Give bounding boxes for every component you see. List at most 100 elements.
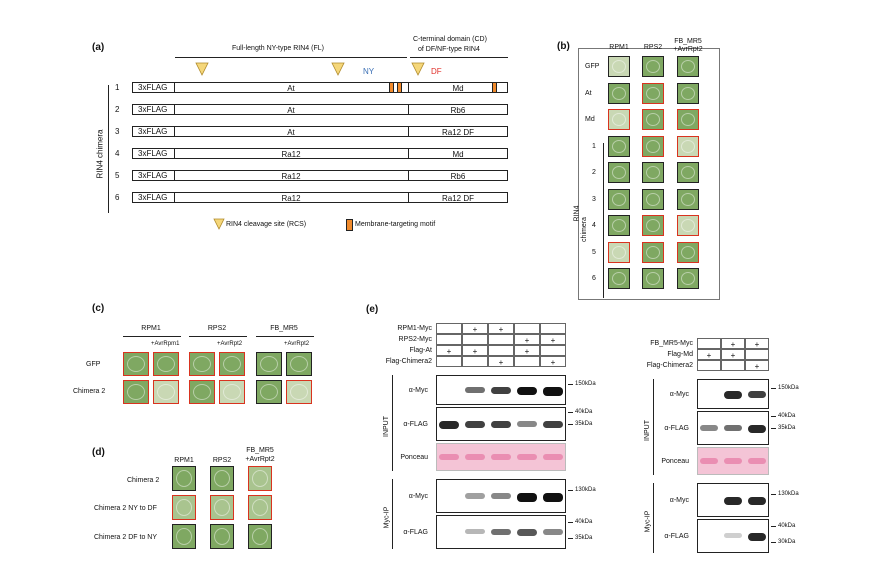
ponceau-band (517, 454, 537, 461)
fl-domain-label: At (287, 106, 295, 115)
b-row-label: 4 (592, 222, 596, 229)
ponceau-band (491, 454, 511, 461)
panel-b-frame (578, 48, 720, 300)
leaf-spot-image (608, 109, 630, 130)
marker-label: 150kDa (778, 385, 799, 391)
leaf-spot-image (189, 352, 215, 376)
c-group-label: RPS2 (207, 325, 227, 332)
leaf-spot-image (642, 135, 664, 157)
b-row-label: Md (585, 116, 595, 123)
c-group-sub: +AvrRpm1 (151, 341, 180, 347)
marker-tick (771, 388, 776, 389)
marker-label: 35kDa (575, 535, 593, 541)
blot-band (724, 425, 742, 432)
legend-membrane-label: Membrane-targeting motif (355, 221, 436, 228)
d-col-rps2: RPS2 (212, 457, 232, 464)
e-row-label: Flag-Chimera2 (646, 362, 693, 369)
cd-header-rule (410, 57, 508, 58)
cd-domain-label: Ra12 DF (441, 128, 475, 137)
fl-domain-label: At (287, 84, 295, 93)
blot-band (748, 391, 766, 399)
flag-tag-label: 3xFLAG (138, 83, 168, 92)
cd-domain-label: Md (452, 150, 464, 159)
marker-tick (771, 526, 776, 527)
sign-cell: + (540, 334, 566, 345)
ponceau-band (724, 458, 742, 465)
c-group-rule (189, 336, 247, 337)
marker-tick (771, 542, 776, 543)
row-number: 3 (115, 127, 120, 136)
blot-band (491, 421, 511, 429)
blot-label: α-Myc (408, 493, 428, 500)
blot-label: α-Myc (669, 497, 689, 504)
d-col-fbmr5: FB_MR5 (246, 447, 274, 454)
rcs-triangle-icon (411, 62, 425, 76)
leaf-spot-image (608, 188, 630, 210)
ponceau-band (748, 458, 766, 465)
sign-cell: + (462, 323, 488, 334)
flag-tag-label: 3xFLAG (138, 105, 168, 114)
d-row-2: Chimera 2 NY to DF (94, 505, 157, 512)
legend-rcs-icon (213, 218, 225, 230)
leaf-spot-image (677, 268, 699, 289)
row-number: 2 (115, 105, 120, 114)
leaf-spot-image (219, 380, 245, 404)
leaf-spot-image (248, 466, 272, 491)
leaf-spot-image (677, 56, 699, 77)
flag-tag-label: 3xFLAG (138, 127, 168, 136)
leaf-spot-image (642, 268, 664, 289)
e-row-label: Flag-At (409, 347, 432, 354)
sign-cell (488, 345, 514, 356)
blot-band (748, 533, 766, 541)
blot-label: Ponceau (661, 458, 689, 465)
sign-cell (745, 349, 769, 360)
cd-domain-box (408, 82, 508, 93)
sign-cell: + (745, 360, 769, 371)
panel-c-label: (c) (92, 303, 105, 314)
legend-membrane-icon (346, 219, 353, 231)
cd-domain-label: Md (452, 84, 464, 93)
marker-label: 130kDa (778, 491, 799, 497)
d-row-1: Chimera 2 (127, 477, 160, 484)
sign-cell (514, 323, 540, 334)
leaf-spot-image (642, 215, 664, 236)
cd-domain-label: Rb6 (450, 172, 466, 181)
sign-cell (721, 360, 745, 371)
leaf-spot-image (153, 352, 179, 376)
sign-cell (697, 338, 721, 349)
blot-label: α-FLAG (403, 529, 428, 536)
cd-domain-box (408, 170, 508, 181)
leaf-spot-image (219, 352, 245, 376)
marker-tick (568, 538, 573, 539)
b-row-label: GFP (585, 63, 600, 70)
b-side-label-1: RIN4 (573, 205, 581, 222)
leaf-spot-image (642, 109, 664, 130)
rcs-triangle-icon (195, 62, 209, 76)
sign-cell (436, 356, 462, 367)
chimera-bracket (108, 85, 109, 213)
d-col-rpm1: RPM1 (174, 457, 194, 464)
blot-band (724, 497, 742, 505)
leaf-spot-image (189, 380, 215, 404)
blot-band (465, 529, 485, 535)
blot-band (491, 529, 511, 536)
cd-domain-box (408, 192, 508, 203)
marker-label: 40kDa (575, 519, 593, 525)
marker-label: 40kDa (778, 413, 796, 419)
input-label: INPUT (644, 420, 651, 441)
cd-domain-box (408, 104, 508, 115)
sign-cell: + (697, 349, 721, 360)
blot-band (543, 493, 563, 503)
b-row-label: 5 (592, 248, 596, 256)
col-rps2: RPS2 (643, 44, 663, 51)
leaf-spot-image (248, 495, 272, 520)
blot-band (517, 529, 537, 536)
fl-header: Full-length NY-type RIN4 (FL) (232, 45, 324, 52)
e-row-label: RPM1-Myc (397, 325, 432, 332)
blot-label: α-FLAG (403, 421, 428, 428)
fl-domain-label: At (287, 128, 295, 137)
legend-rcs-label: RIN4 cleavage site (RCS) (226, 221, 307, 228)
b-side-label-2: chimera (580, 217, 588, 242)
blot-band (439, 421, 459, 429)
leaf-spot-image (608, 56, 630, 77)
